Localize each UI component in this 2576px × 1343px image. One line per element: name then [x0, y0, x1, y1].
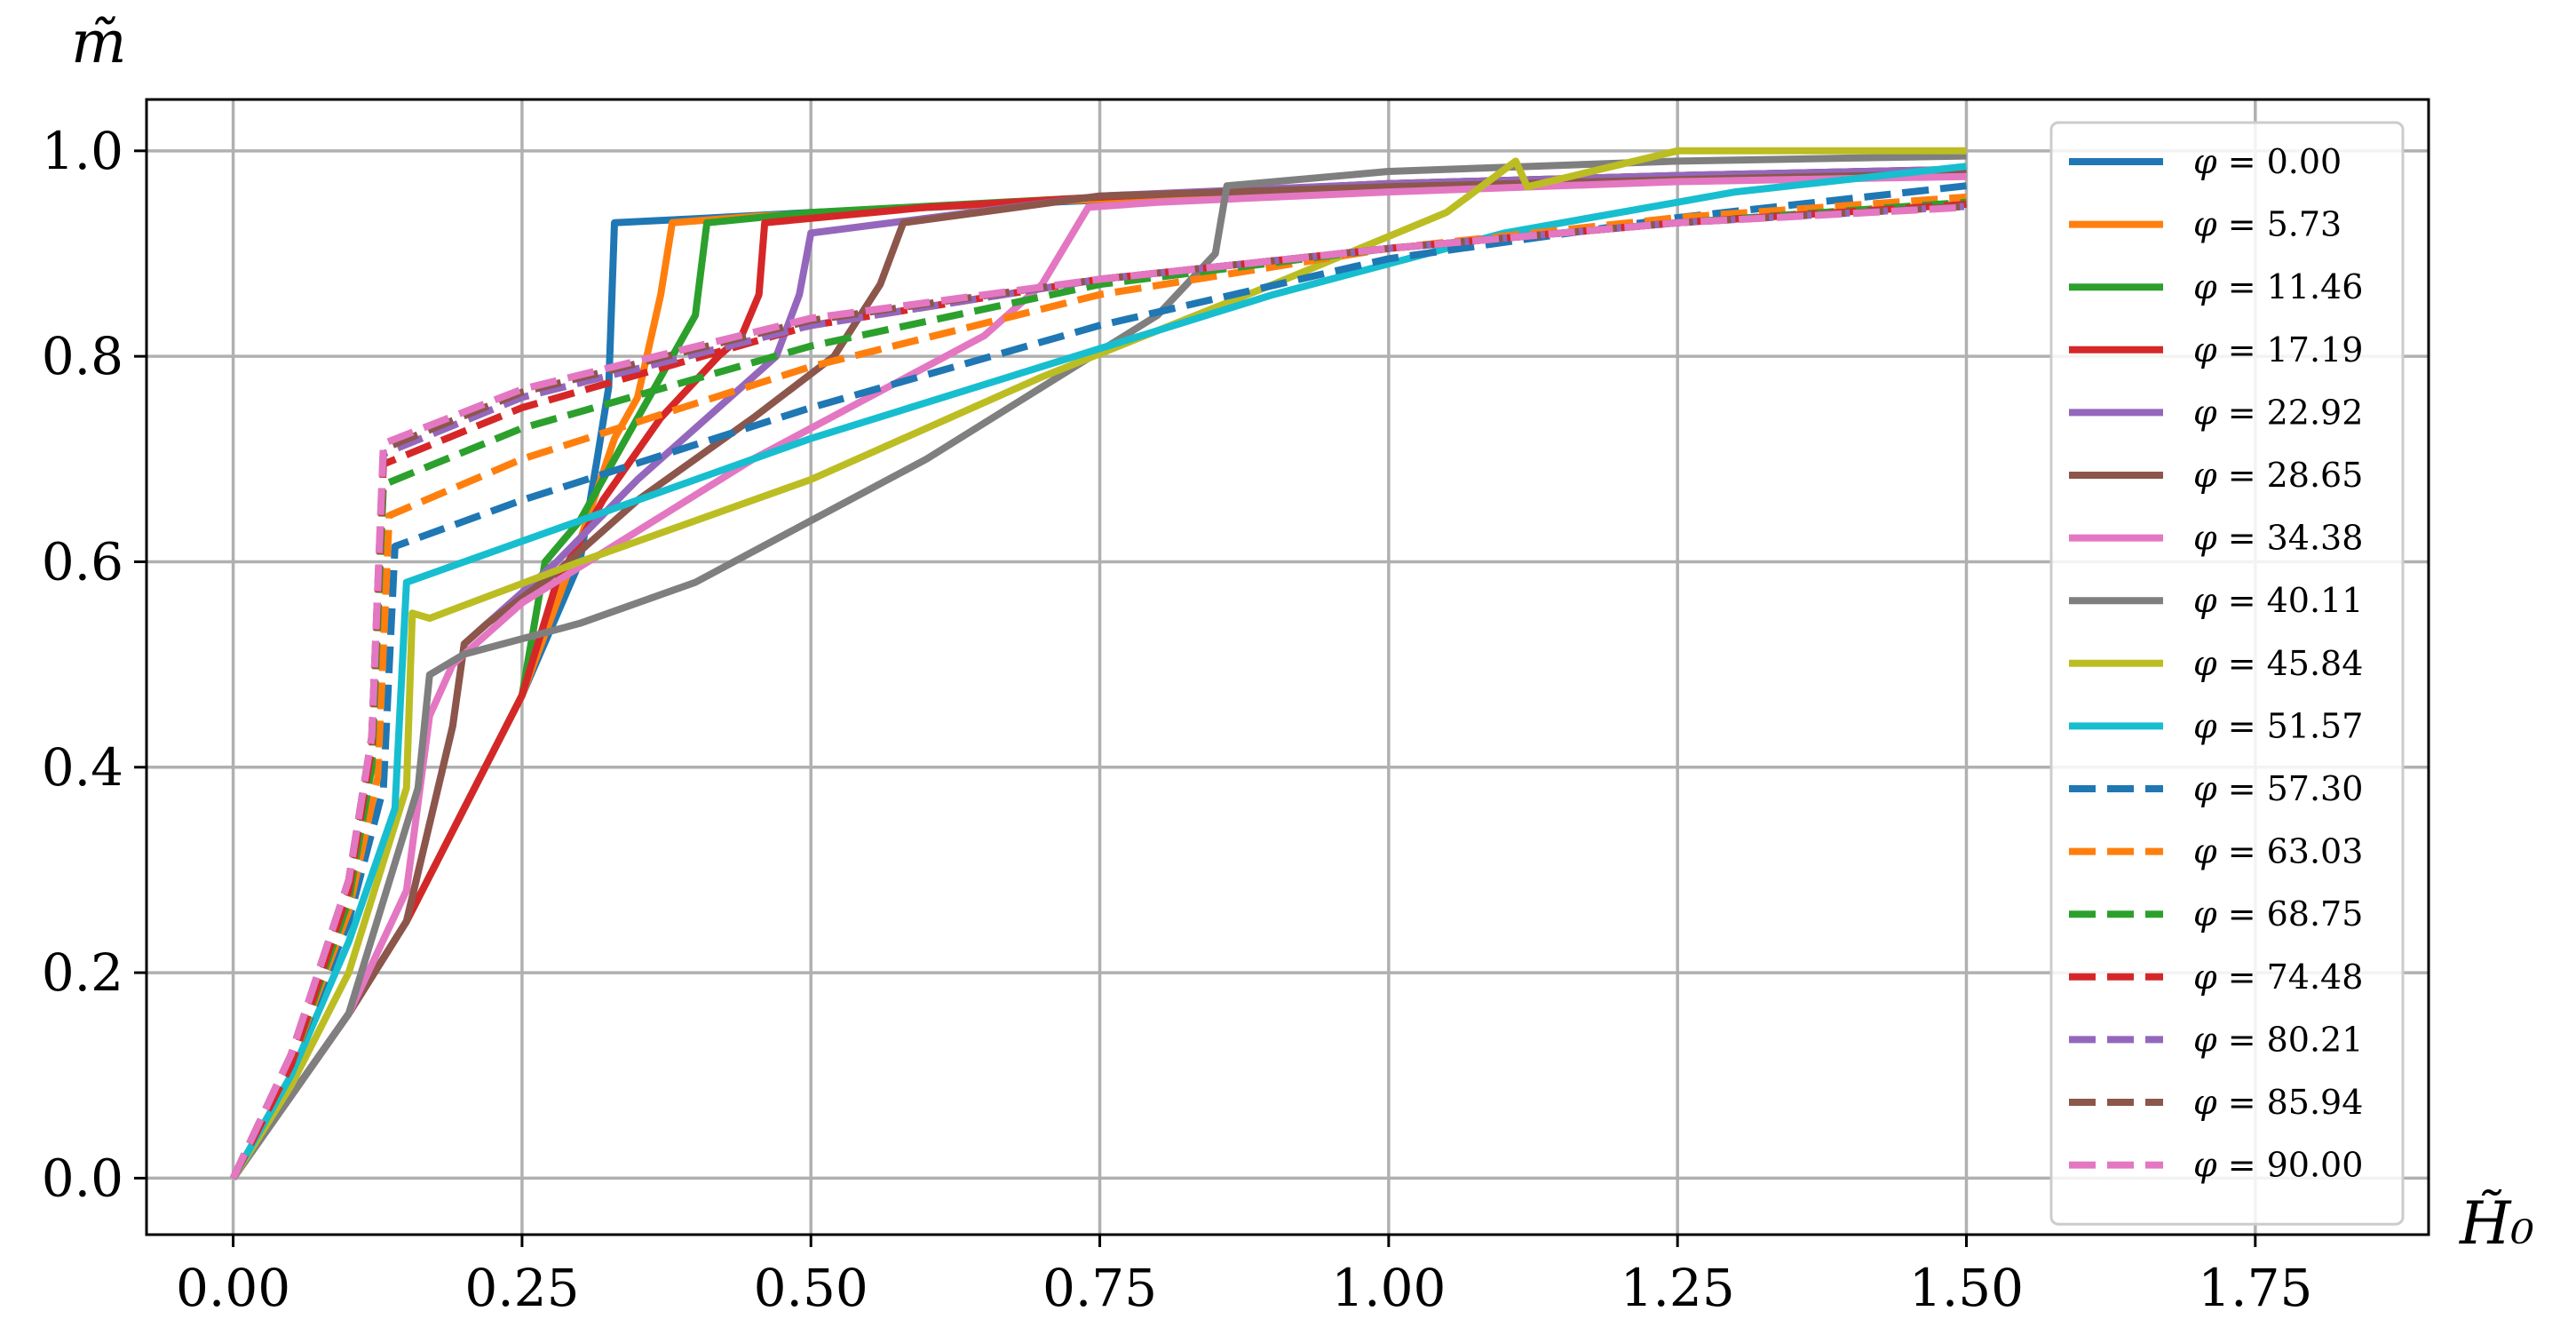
y-axis-ticks: 0.0 0.2 0.4 0.6 0.8 1.0: [42, 121, 147, 1208]
x-tick-label: 0.00: [176, 1258, 290, 1318]
legend-label: φ = 90.00: [2193, 1146, 2363, 1185]
series-line-phi-45-84: [230, 147, 1967, 1180]
y-tick-label: 0.8: [42, 326, 123, 386]
x-tick-label: 1.50: [1909, 1258, 2024, 1318]
legend-label: φ = 63.03: [2193, 832, 2363, 871]
x-tick-label: 1.25: [1621, 1258, 1735, 1318]
legend-label: φ = 11.46: [2193, 267, 2363, 306]
x-axis-ticks: 0.00 0.25 0.50 0.75 1.00 1.25 1.50 1.75: [176, 1235, 2312, 1318]
legend-label: φ = 85.94: [2193, 1083, 2363, 1122]
x-tick-label: 0.75: [1042, 1258, 1157, 1318]
legend-label: φ = 5.73: [2193, 205, 2342, 244]
legend-label: φ = 34.38: [2193, 519, 2363, 558]
series-line-phi-40-11: [230, 152, 1967, 1180]
legend-label: φ = 74.48: [2193, 958, 2363, 997]
y-tick-label: 0.2: [42, 942, 123, 1003]
x-tick-label: 1.75: [2198, 1258, 2312, 1318]
legend-label: φ = 51.57: [2193, 706, 2363, 745]
legend-label: φ = 80.21: [2193, 1020, 2363, 1059]
y-axis-label: m̃: [71, 8, 127, 76]
legend-label: φ = 40.11: [2193, 581, 2363, 620]
y-tick-label: 0.4: [42, 737, 123, 798]
legend-label: φ = 22.92: [2193, 393, 2363, 432]
y-tick-label: 0.0: [42, 1148, 123, 1208]
series-line-phi-90-00: [229, 203, 1967, 1180]
legend-label: φ = 28.65: [2193, 456, 2363, 495]
x-tick-label: 0.25: [464, 1258, 579, 1318]
x-tick-label: 0.50: [754, 1258, 868, 1318]
y-tick-label: 0.6: [42, 531, 123, 592]
y-tick-label: 1.0: [42, 121, 123, 181]
legend-label: φ = 45.84: [2193, 644, 2363, 683]
legend-label: φ = 57.30: [2193, 769, 2363, 808]
legend-label: φ = 17.19: [2193, 330, 2363, 370]
x-axis-label: H̃₀: [2459, 1189, 2534, 1258]
legend-label: φ = 68.75: [2193, 894, 2363, 934]
legend-box: [2049, 121, 2405, 1226]
legend-label: φ = 0.00: [2193, 142, 2342, 181]
x-tick-label: 1.00: [1331, 1258, 1446, 1318]
series-group: [229, 147, 1967, 1180]
plot-frame: [145, 98, 2430, 1236]
grid: [147, 99, 2429, 1235]
legend: φ = 0.00 φ = 5.73 φ = 11.46 φ = 17.19 φ = 22…: [2049, 121, 2405, 1226]
